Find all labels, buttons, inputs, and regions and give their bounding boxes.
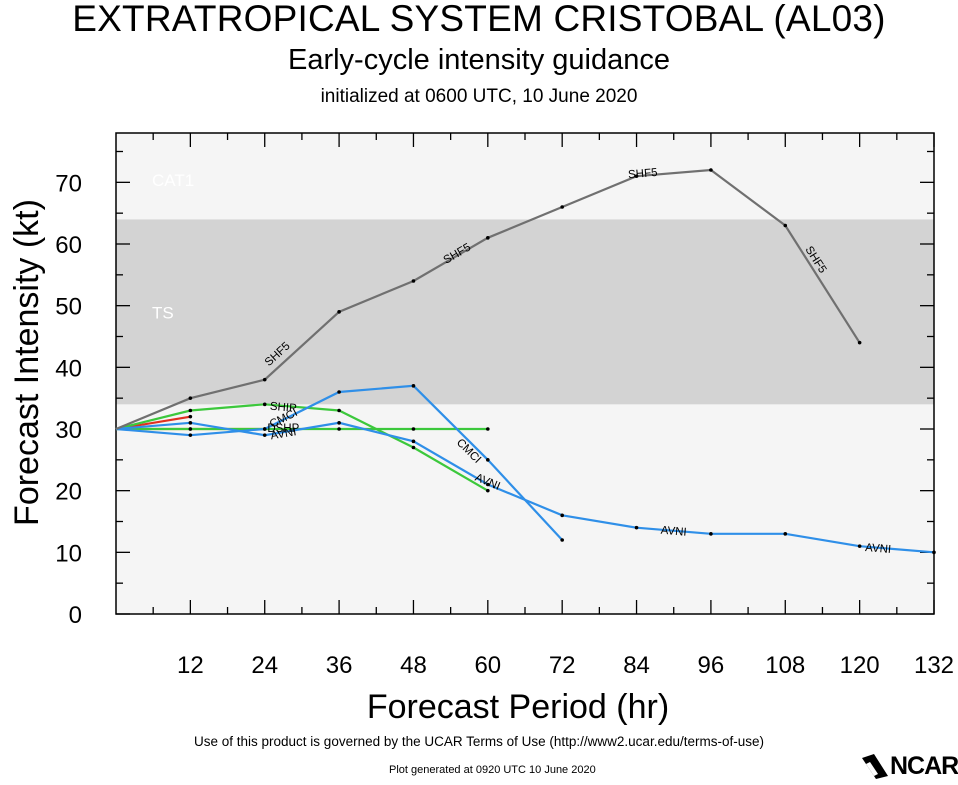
series-line-ship: [115, 403, 489, 492]
data-point: [337, 310, 341, 314]
x-tick-label: 96: [698, 652, 725, 679]
x-tick-label: 120: [840, 652, 880, 679]
series-label: AVNI: [270, 426, 298, 442]
series-label: SHIP: [269, 401, 297, 415]
data-point: [262, 433, 267, 437]
y-tick-label: 30: [55, 417, 82, 444]
data-point: [634, 174, 639, 178]
data-point: [486, 482, 490, 487]
x-tick-label: 108: [765, 652, 805, 679]
data-point: [783, 532, 788, 536]
x-axis-label: Forecast Period (hr): [367, 688, 669, 726]
data-point: [560, 205, 564, 209]
data-point: [857, 544, 862, 548]
y-tick-label: 70: [55, 170, 82, 197]
data-point: [188, 414, 193, 419]
data-point: [857, 340, 862, 345]
plot-generated-text: Plot generated at 0920 UTC 10 June 2020: [389, 764, 596, 776]
data-point: [188, 427, 193, 431]
x-tick-label: 12: [177, 652, 204, 679]
data-point: [486, 458, 490, 462]
ncar-swoosh-icon: [862, 754, 888, 779]
data-point: [188, 408, 193, 413]
data-point: [783, 223, 788, 228]
intensity-chart: TS CAT1 12 24 36 48 60 72 84 96 108 120 132 0 10 20 30 40…: [8, 132, 954, 726]
x-tick-label: 60: [474, 652, 501, 679]
y-axis-label: Forecast Intensity (kt): [8, 199, 46, 526]
data-point: [262, 402, 267, 407]
data-point: [411, 279, 416, 283]
category-band-ts: [116, 219, 934, 405]
series-label: AVNI: [660, 525, 687, 539]
data-point: [709, 168, 713, 172]
data-point: [709, 532, 713, 536]
data-point: [262, 377, 267, 382]
ncar-logo: NCAR: [860, 752, 958, 780]
x-tick-label: 24: [251, 652, 278, 679]
y-tick-label: 60: [55, 232, 82, 259]
y-tick-label: 20: [55, 479, 82, 506]
x-tick-label: 36: [326, 652, 353, 679]
data-point: [486, 427, 490, 431]
data-point: [560, 513, 564, 518]
data-point: [337, 427, 341, 431]
data-point: [262, 427, 267, 431]
data-point: [411, 445, 416, 450]
x-tick-label: 132: [914, 652, 954, 679]
ncar-logo-text: NCAR: [890, 752, 958, 780]
x-tick-label: 84: [623, 652, 650, 679]
category-band-cat1: [116, 133, 934, 220]
chart-subtitle: Early-cycle intensity guidance: [287, 44, 670, 76]
data-point: [411, 384, 416, 388]
series-line-avni: [115, 421, 935, 554]
data-point: [337, 390, 341, 394]
chart-title: EXTRATROPICAL SYSTEM CRISTOBAL (AL03): [72, 0, 886, 39]
x-tick-label: 48: [400, 652, 427, 679]
series-label: AVNI: [865, 542, 892, 556]
y-tick-label: 0: [69, 602, 82, 629]
y-tick-label: 10: [55, 540, 82, 567]
data-point: [560, 538, 564, 542]
data-point: [486, 488, 490, 493]
terms-of-use-text: Use of this product is governed by the U…: [194, 734, 764, 749]
data-point: [634, 525, 639, 530]
data-point: [486, 236, 490, 240]
y-tick-label: 40: [55, 355, 82, 382]
data-point: [411, 427, 416, 431]
category-band-label: CAT1: [152, 171, 194, 190]
category-band-label: TS: [152, 303, 174, 322]
data-point: [337, 421, 341, 425]
y-tick-label: 50: [55, 294, 82, 321]
data-point: [932, 550, 936, 555]
data-point: [411, 439, 416, 444]
x-tick-label: 72: [549, 652, 576, 679]
data-point: [188, 433, 193, 437]
init-time-line: initialized at 0600 UTC, 10 June 2020: [320, 86, 638, 107]
data-point: [337, 408, 341, 413]
series-label: DSHP: [267, 423, 299, 435]
data-point: [188, 396, 193, 400]
data-point: [188, 421, 193, 425]
series-label: SHF5: [628, 167, 658, 181]
